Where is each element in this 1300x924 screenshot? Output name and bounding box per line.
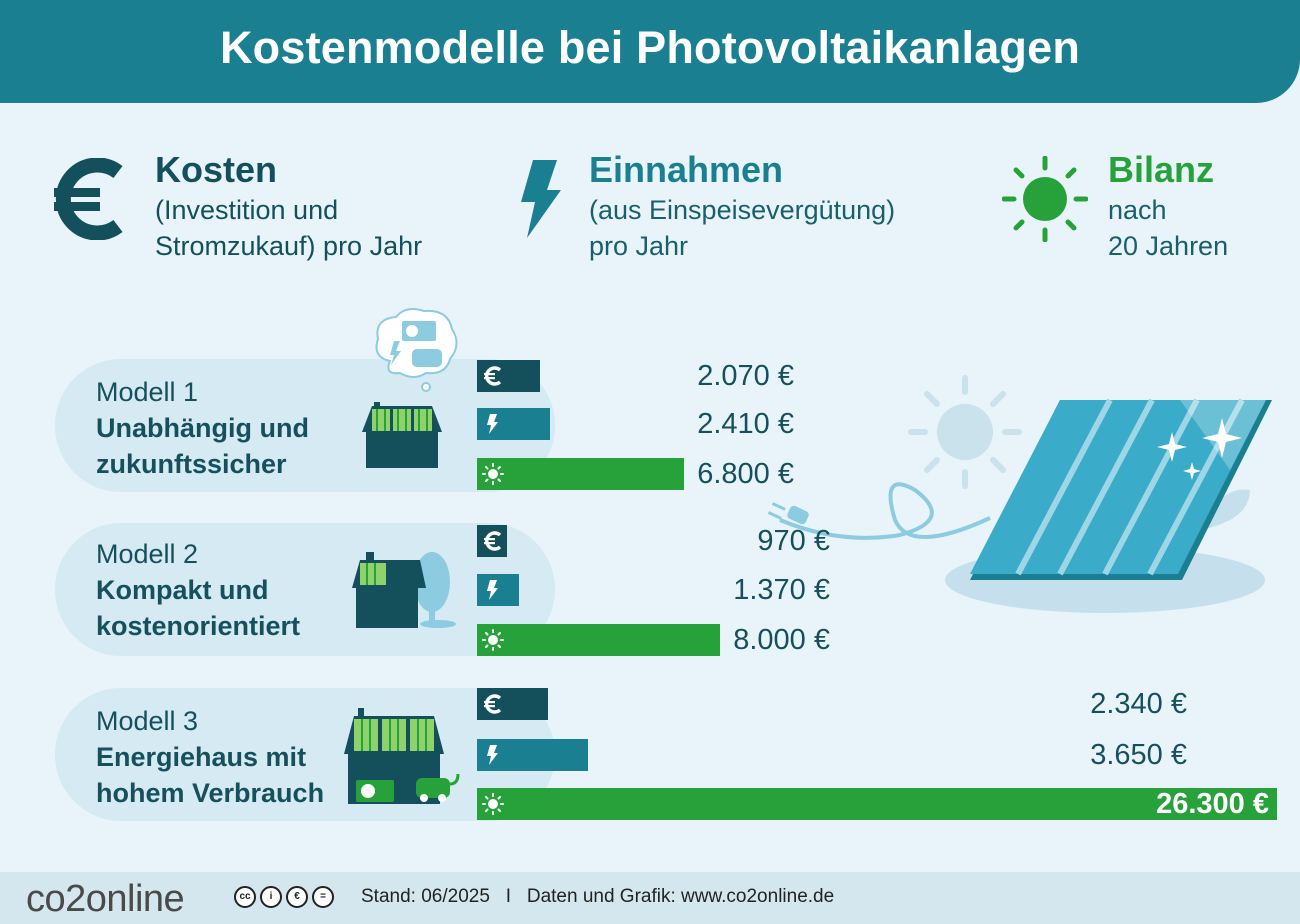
bar-model-3-kosten xyxy=(477,688,548,720)
bar-model-2-einnahmen xyxy=(477,574,519,606)
house-3-icon xyxy=(344,708,460,804)
footer: co2online cc i € = Stand: 06/2025 I Date… xyxy=(0,872,1300,924)
plug-icon xyxy=(767,502,809,525)
euro-icon xyxy=(482,530,504,552)
legend-kosten: Kosten (Investition und Stromzukauf) pro… xyxy=(155,148,422,264)
cc-icon: cc xyxy=(234,886,256,908)
model-3-text: Modell 3 Energiehaus mit hohem Verbrauch xyxy=(96,703,324,811)
model-2-text: Modell 2 Kompakt und kostenorientiert xyxy=(96,536,300,644)
legend-bilanz-title: Bilanz xyxy=(1108,149,1215,190)
value-label-model-3-einnahmen: 3.650 € xyxy=(1090,739,1187,771)
legend-bilanz-sub: nach 20 Jahren xyxy=(1108,195,1229,261)
legend-kosten-sub: (Investition und Stromzukauf) pro Jahr xyxy=(155,195,423,261)
bar-model-1-einnahmen xyxy=(477,408,550,440)
legend-bilanz: Bilanz nach 20 Jahren xyxy=(1108,148,1228,264)
header-banner: Kostenmodelle bei Photovoltaikanlagen xyxy=(0,0,1300,103)
footer-text: Stand: 06/2025 I Daten und Grafik: www.c… xyxy=(361,886,835,907)
solar-panel-illustration xyxy=(767,375,1272,613)
model-1-name: Modell 1 xyxy=(96,377,199,407)
model-2-desc: Kompakt und kostenorientiert xyxy=(96,575,301,641)
sparkle-icon xyxy=(1157,418,1242,480)
model-3-name: Modell 3 xyxy=(96,706,199,736)
value-label-model-3-bilanz: 26.300 € xyxy=(1156,788,1269,820)
value-label-model-3-kosten: 2.340 € xyxy=(1090,688,1187,720)
legend-kosten-title: Kosten xyxy=(155,149,278,190)
value-label-model-2-kosten: 970 € xyxy=(757,525,830,557)
bar-model-3-einnahmen xyxy=(477,739,588,771)
lightning-icon xyxy=(482,744,504,766)
bar-model-2-bilanz xyxy=(477,624,720,656)
sun-icon xyxy=(482,629,504,651)
brand-logo: co2online xyxy=(26,878,185,920)
legend-einnahmen-sub: (aus Einspeisevergütung) pro Jahr xyxy=(589,195,896,261)
faded-sun-icon xyxy=(908,375,1022,489)
model-3-desc: Energiehaus mit hohem Verbrauch xyxy=(96,742,325,808)
value-label-model-1-einnahmen: 2.410 € xyxy=(697,408,794,440)
euro-icon xyxy=(482,365,504,387)
house-thought-bubble-icon xyxy=(375,308,458,392)
bar-model-3-bilanz xyxy=(477,788,1277,820)
value-label-model-2-bilanz: 8.000 € xyxy=(733,624,830,656)
cc-nc-icon: € xyxy=(286,886,308,908)
cc-nd-icon: = xyxy=(312,886,334,908)
lightning-icon xyxy=(482,579,504,601)
legend-einnahmen-title: Einnahmen xyxy=(589,149,784,190)
page-title: Kostenmodelle bei Photovoltaikanlagen xyxy=(219,22,1081,73)
sun-icon xyxy=(1002,156,1088,242)
bar-model-1-bilanz xyxy=(477,458,684,490)
model-2-pill xyxy=(55,523,555,656)
euro-icon xyxy=(482,693,504,715)
lightning-icon xyxy=(482,413,504,435)
house-2-icon xyxy=(352,552,456,628)
model-2-name: Modell 2 xyxy=(96,539,199,569)
legend-einnahmen: Einnahmen (aus Einspeisevergütung) pro J… xyxy=(589,148,895,264)
sun-icon xyxy=(482,793,504,815)
value-label-model-2-einnahmen: 1.370 € xyxy=(733,574,830,606)
euro-icon xyxy=(54,158,123,240)
house-1-icon xyxy=(362,402,442,468)
model-1-desc: Unabhängig und zukunftssicher xyxy=(96,413,309,479)
value-label-model-1-bilanz: 6.800 € xyxy=(697,458,794,490)
model-1-text: Modell 1 Unabhängig und zukunftssicher xyxy=(96,374,309,482)
model-3-pill xyxy=(55,688,555,821)
bar-model-2-kosten xyxy=(477,525,507,557)
cc-by-icon: i xyxy=(260,886,282,908)
model-1-pill xyxy=(55,359,555,492)
bar-model-1-kosten xyxy=(477,360,540,392)
lightning-icon xyxy=(521,160,561,238)
sun-icon xyxy=(482,463,504,485)
value-label-model-1-kosten: 2.070 € xyxy=(697,360,794,392)
